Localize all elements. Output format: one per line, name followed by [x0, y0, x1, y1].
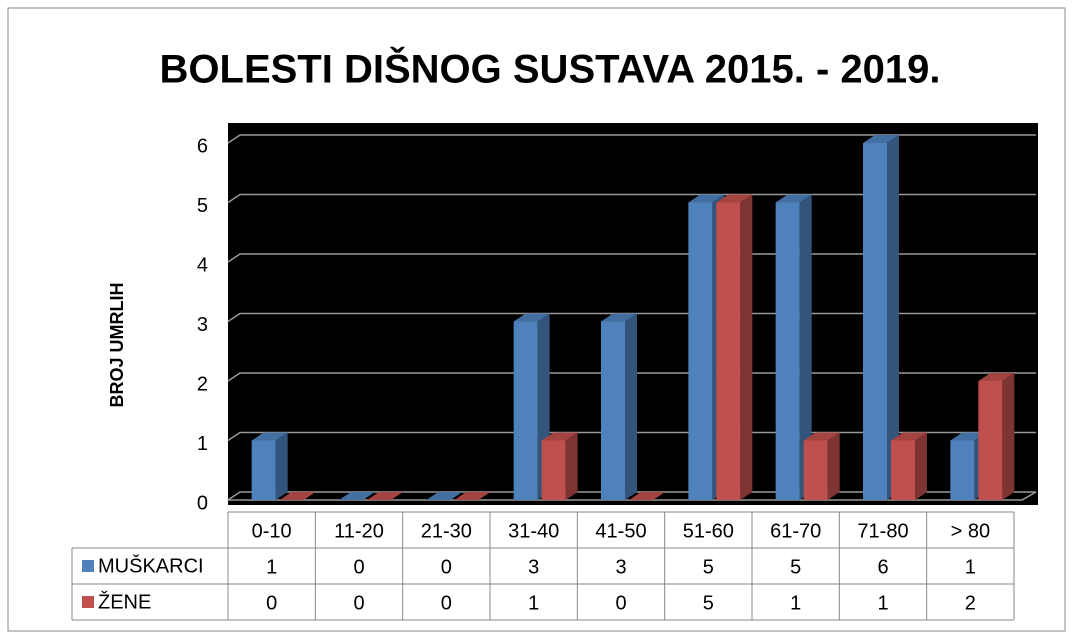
bar — [601, 321, 625, 500]
bar-side — [740, 194, 753, 500]
bar-top — [454, 492, 491, 500]
bar-top — [339, 492, 375, 500]
bar-top — [863, 135, 899, 143]
x-tick-label: 0-10 — [252, 520, 292, 542]
table-value: 6 — [877, 556, 888, 578]
bar — [803, 440, 828, 500]
bar-side — [799, 194, 812, 500]
table-value: 5 — [703, 556, 714, 578]
table-value: 0 — [353, 556, 364, 578]
x-tick-label: 51-60 — [683, 520, 734, 542]
bar-top — [367, 492, 403, 500]
legend-label: ŽENE — [98, 590, 151, 613]
table-value: 5 — [790, 556, 801, 578]
bar-top — [513, 313, 550, 322]
y-tick-label: 2 — [197, 373, 208, 395]
table-value: 2 — [965, 592, 976, 614]
x-tick-label: > 80 — [951, 520, 990, 542]
table-value: 0 — [266, 592, 277, 614]
bar-top — [950, 432, 987, 441]
floor-edge — [228, 491, 1037, 501]
y-tick-label: 6 — [197, 135, 208, 157]
grid-line — [227, 253, 1036, 263]
grid-line — [227, 491, 1036, 501]
bar — [251, 440, 276, 500]
bar — [688, 202, 713, 500]
grid-line — [227, 372, 1036, 382]
table-value: 0 — [615, 592, 626, 614]
bar-top — [601, 313, 637, 322]
y-tick-label: 4 — [197, 254, 208, 276]
x-tick-label: 11-20 — [334, 520, 384, 542]
chart-title: BOLESTI DIŠNOG SUSTAVA 2015. - 2019. — [160, 46, 941, 92]
bar-top — [541, 432, 578, 441]
bar-side — [887, 135, 899, 500]
bar-side — [625, 313, 637, 500]
x-tick-label: 31-40 — [508, 520, 559, 542]
x-tick-label: 21-30 — [421, 520, 472, 542]
grid-line — [227, 193, 1036, 204]
bar — [891, 440, 915, 500]
y-tick-label: 5 — [197, 195, 208, 217]
y-axis-label: BROJ UMRLIH — [107, 283, 127, 408]
bar-top — [629, 492, 665, 500]
x-tick-label: 41-50 — [595, 520, 646, 542]
grid-line — [227, 431, 1036, 442]
table-value: 1 — [266, 556, 277, 578]
table-value: 1 — [965, 556, 976, 578]
bar-top — [775, 194, 812, 203]
table-value: 3 — [615, 556, 626, 578]
bar — [513, 321, 538, 500]
table-value: 5 — [703, 592, 714, 614]
bar-side — [275, 432, 288, 500]
bar-top — [891, 432, 927, 441]
legend-key — [82, 596, 94, 608]
bar-top — [803, 432, 840, 441]
y-tick-label: 1 — [197, 433, 208, 455]
bar — [950, 440, 975, 500]
bar — [978, 381, 1003, 500]
bar-top — [279, 492, 316, 500]
table-value: 3 — [528, 556, 539, 578]
bar-side — [565, 432, 578, 500]
x-tick-label: 61-70 — [770, 520, 821, 542]
grid-line — [227, 312, 1036, 323]
bar-top — [426, 492, 463, 500]
bar-side — [827, 432, 840, 500]
x-tick-label: 71-80 — [857, 520, 908, 542]
legend-label: MUŠKARCI — [98, 554, 204, 577]
bar — [775, 202, 800, 500]
y-tick-label: 3 — [197, 314, 208, 336]
grid-line — [227, 134, 1036, 144]
y-tick-label: 0 — [197, 492, 208, 514]
bar-side — [915, 432, 927, 500]
table-value: 1 — [877, 592, 888, 614]
bar — [541, 440, 566, 500]
bar-top — [716, 194, 753, 203]
table-value: 0 — [353, 592, 364, 614]
bar-top — [978, 373, 1015, 381]
bar — [716, 202, 741, 500]
table-value: 0 — [441, 592, 452, 614]
table-value: 1 — [528, 592, 539, 614]
legend-key — [82, 560, 94, 572]
bar-top — [688, 194, 725, 203]
bar-top — [251, 432, 288, 441]
table-value: 1 — [790, 592, 801, 614]
bar-side — [1002, 373, 1015, 500]
bar — [863, 143, 887, 500]
table-value: 0 — [441, 556, 452, 578]
